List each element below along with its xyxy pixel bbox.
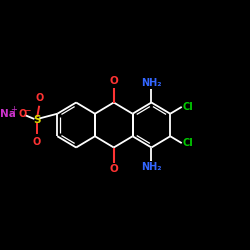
Text: O: O [19,109,27,119]
Text: Cl: Cl [182,102,193,112]
Text: NH₂: NH₂ [141,162,162,172]
Text: O: O [35,93,43,103]
Text: Cl: Cl [182,138,193,148]
Text: −: − [23,106,30,114]
Text: O: O [110,164,118,174]
Text: O: O [33,137,41,147]
Text: +: + [10,105,16,114]
Text: Na: Na [0,109,16,119]
Text: NH₂: NH₂ [141,78,162,88]
Text: O: O [110,76,118,86]
Text: S: S [33,115,40,125]
